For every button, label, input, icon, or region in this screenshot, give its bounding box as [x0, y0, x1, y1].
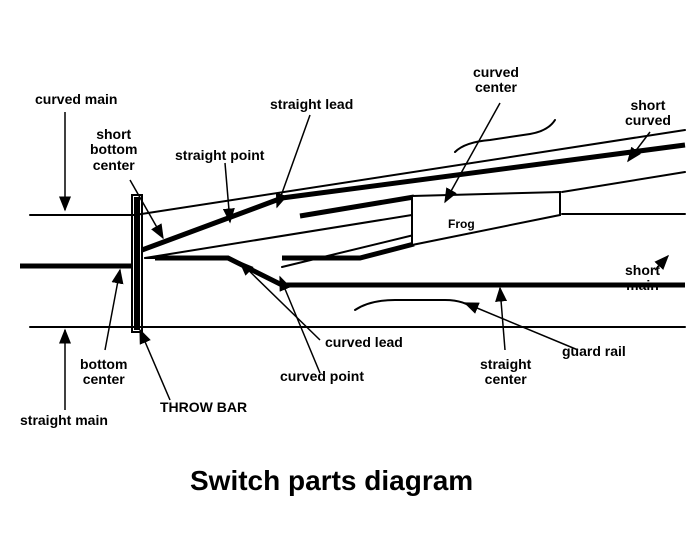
curved-point-thick: [155, 258, 685, 285]
label-straight-main: straight main: [20, 413, 108, 428]
label-straight-center: straight center: [480, 357, 531, 388]
diagram-title: Switch parts diagram: [190, 465, 473, 497]
label-bottom-center: bottom center: [80, 357, 127, 388]
arr-curved-center: [445, 103, 500, 202]
frog-shape: [412, 192, 560, 245]
label-curved-lead: curved lead: [325, 335, 403, 350]
label-straight-lead: straight lead: [270, 97, 353, 112]
center-upper-stub: [300, 197, 414, 216]
label-guard-rail: guard rail: [562, 344, 626, 359]
label-short-curved: short curved: [625, 98, 671, 129]
label-short-bottom-center: short bottom center: [90, 127, 137, 173]
diagram-svg: [0, 0, 700, 540]
arr-curved-lead: [240, 262, 320, 340]
throw-bar-fill: [134, 197, 140, 330]
guard-rail-lower: [355, 300, 475, 310]
arr-throw-bar: [140, 330, 170, 400]
guard-rail-upper: [455, 120, 555, 152]
label-curved-point: curved point: [280, 369, 364, 384]
label-curved-center: curved center: [473, 65, 519, 96]
arr-curved-point: [280, 277, 320, 373]
label-straight-point: straight point: [175, 148, 264, 163]
arr-straight-point: [225, 163, 230, 222]
label-throw-bar: THROW BAR: [160, 400, 247, 415]
arr-bottom-center: [105, 270, 120, 350]
diagram-stage: curved main straight lead curved center …: [0, 0, 700, 540]
label-frog: Frog: [448, 218, 475, 231]
label-short-main: short main: [625, 263, 660, 294]
label-curved-main: curved main: [35, 92, 117, 107]
